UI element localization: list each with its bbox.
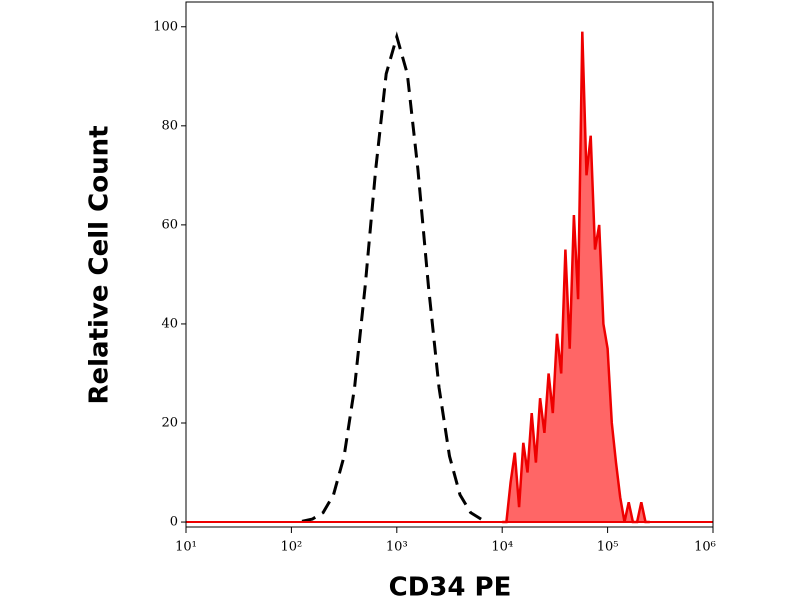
x-tick-label: 10⁶	[694, 540, 716, 555]
x-tick-label: 10³	[386, 540, 408, 555]
y-tick-label: 20	[161, 415, 178, 430]
y-axis-label: Relative Cell Count	[85, 125, 115, 404]
y-tick-label: 40	[161, 316, 178, 331]
x-tick-label: 10⁵	[597, 540, 619, 555]
y-tick-label: 80	[161, 118, 178, 133]
plot-frame	[185, 1, 714, 528]
histogram-line	[301, 31, 482, 523]
x-tick-label: 10¹	[175, 540, 197, 555]
y-tick-label: 0	[170, 515, 178, 530]
x-tick-label: 10⁴	[491, 540, 513, 555]
y-tick-label: 100	[153, 19, 178, 34]
x-tick-label: 10²	[281, 540, 303, 555]
y-tick-label: 60	[161, 217, 178, 232]
x-axis-label: CD34 PE	[389, 573, 512, 601]
histogram-line	[502, 31, 650, 524]
